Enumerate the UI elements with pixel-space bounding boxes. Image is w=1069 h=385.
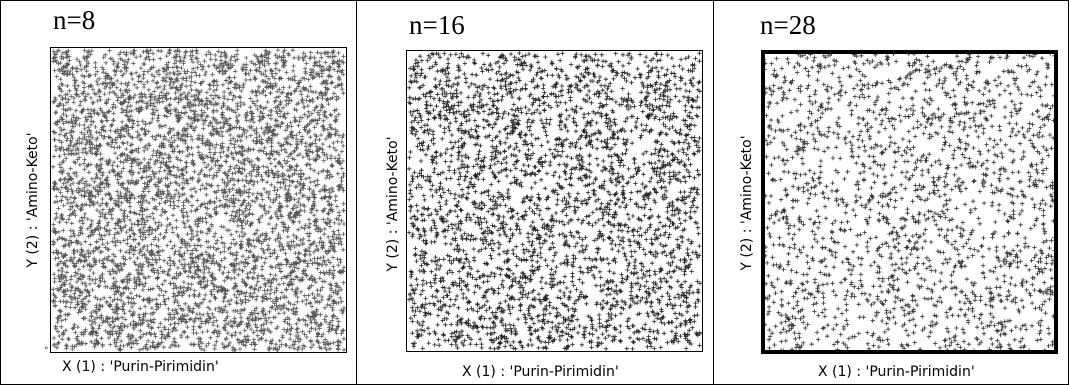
scatter-plot (50, 47, 347, 353)
y-axis-label: Y (2) : 'Amino-Keto' (385, 136, 401, 272)
x-axis-label: X (1) : 'Purin-Pirimidin' (818, 364, 975, 380)
x-axis-label: X (1) : 'Purin-Pirimidin' (462, 364, 619, 380)
panel-divider-2 (713, 0, 714, 385)
plot-border (406, 50, 703, 352)
y-axis-label: Y (2) : 'Amino-Keto' (25, 132, 41, 268)
panel-title: n=28 (760, 10, 816, 40)
scatter-points (406, 50, 703, 352)
panel-n8: n=8 Y (2) : 'Amino-Keto' ° X (1) : 'Puri… (0, 0, 356, 385)
plot-border (50, 47, 347, 353)
scatter-points (50, 47, 347, 353)
panel-n16: n=16 Y (2) : 'Amino-Keto' X (1) : 'Purin… (357, 0, 713, 385)
scatter-points (761, 51, 1058, 353)
origin-marker: ° (44, 346, 49, 356)
y-axis-label: Y (2) : 'Amino-Keto' (739, 135, 755, 271)
x-axis-label: X (1) : 'Purin-Pirimidin' (62, 359, 219, 375)
scatter-plot (761, 50, 1058, 354)
panel-title: n=16 (409, 10, 465, 40)
plot-border (761, 50, 1058, 354)
panel-n28: n=28 Y (2) : 'Amino-Keto' X (1) : 'Purin… (714, 0, 1069, 385)
panel-divider-1 (356, 0, 357, 385)
panel-title: n=8 (53, 5, 96, 35)
scatter-plot (406, 50, 703, 352)
